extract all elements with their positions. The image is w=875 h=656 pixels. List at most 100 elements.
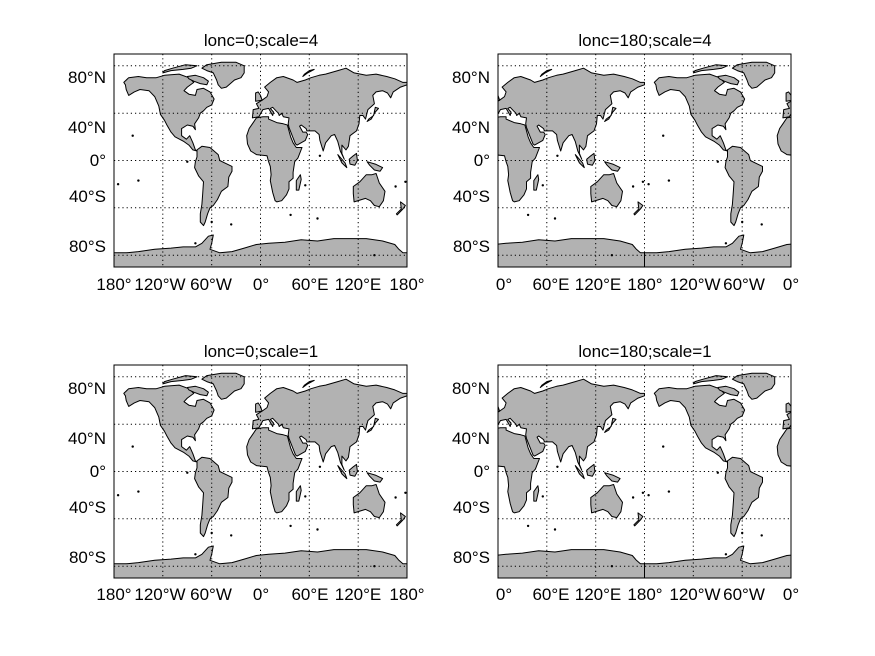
island-marker <box>542 495 544 497</box>
lat-label: 40°N <box>452 429 490 448</box>
madagascar-landmass <box>827 175 832 190</box>
island-marker <box>632 496 634 498</box>
madagascar-landmass <box>827 486 832 501</box>
island-marker <box>394 496 396 498</box>
lon-label: 120°W <box>669 585 720 604</box>
eurasia-landmass <box>783 68 875 159</box>
lon-label: 60°E <box>291 275 328 294</box>
island-marker <box>556 155 558 157</box>
lon-label: 120°E <box>575 585 622 604</box>
island-marker <box>632 185 634 187</box>
island-marker <box>117 183 119 185</box>
borneo-landmass <box>56 464 64 476</box>
island-marker <box>230 534 232 536</box>
baffin-island-landmass <box>425 386 446 396</box>
longitude-labels: 0° 60°E 120°E 180° 120°W 60°W 0° <box>496 275 799 294</box>
island-marker <box>132 445 134 447</box>
lon-label: 60°E <box>532 275 569 294</box>
island-marker <box>319 155 321 157</box>
island-marker <box>404 492 406 494</box>
lat-label: 80°S <box>69 237 106 256</box>
new-guinea-landmass <box>74 473 90 482</box>
island-marker <box>394 185 396 187</box>
island-marker <box>289 525 291 527</box>
island-marker <box>527 525 529 527</box>
lat-label: 0° <box>90 462 106 481</box>
lat-label: 40°N <box>68 429 106 448</box>
latitude-labels: 80°N 40°N 0° 40°S 80°S <box>68 379 106 567</box>
lat-label: 80°S <box>453 548 490 567</box>
baffin-island-landmass <box>425 75 446 85</box>
island-marker <box>761 534 763 536</box>
borneo-landmass <box>56 153 64 165</box>
island-marker <box>316 528 318 530</box>
lon-label: 120°E <box>335 275 382 294</box>
new-guinea-landmass <box>74 162 90 172</box>
island-marker <box>662 445 664 447</box>
sumatra-landmass <box>868 466 875 479</box>
island-marker <box>230 223 232 225</box>
novaya-zemlya-landmass <box>833 380 844 387</box>
panel-title: lonc=180;scale=4 <box>578 31 711 50</box>
island-marker <box>319 466 321 468</box>
uk-landmass <box>786 403 793 412</box>
panel-title: lonc=180;scale=1 <box>578 342 711 361</box>
lon-label: 0° <box>783 585 799 604</box>
lat-label: 80°N <box>68 68 106 87</box>
island-marker <box>289 214 291 216</box>
island-marker <box>304 184 306 186</box>
madagascar-landmass <box>3 175 8 190</box>
lon-label: 60°W <box>190 585 232 604</box>
island-marker <box>725 553 727 555</box>
island-marker <box>137 179 139 181</box>
lat-label: 40°S <box>69 187 106 206</box>
latitude-labels: 80°N 40°N 0° 40°S 80°S <box>68 68 106 256</box>
island-marker <box>554 528 556 530</box>
lon-label: 0° <box>496 275 512 294</box>
lon-label: 60°E <box>532 585 569 604</box>
lon-label: 180° <box>96 585 131 604</box>
island-marker <box>527 214 529 216</box>
lon-label: 120°W <box>134 275 185 294</box>
lon-label: 120°E <box>335 585 382 604</box>
sumatra-landmass <box>45 466 54 479</box>
latitude-labels: 80°N 40°N 0° 40°S 80°S <box>452 379 490 567</box>
uk-landmass <box>786 92 793 101</box>
lat-label: 40°S <box>69 498 106 517</box>
lon-label: 180° <box>389 275 424 294</box>
africa-landmass <box>0 428 9 513</box>
lon-label: 0° <box>496 585 512 604</box>
lat-label: 80°N <box>452 379 490 398</box>
latitude-labels: 80°N 40°N 0° 40°S 80°S <box>452 68 490 256</box>
lon-label: 0° <box>253 275 269 294</box>
novaya-zemlya-landmass <box>10 69 21 76</box>
lon-label: 180° <box>627 275 662 294</box>
island-marker <box>117 494 119 496</box>
longitude-labels: 180° 120°W 60°W 0° 60°E 120°E 180° <box>96 585 424 604</box>
lon-label: 120°E <box>575 275 622 294</box>
longitude-labels: 0° 60°E 120°E 180° 120°W 60°W 0° <box>496 585 799 604</box>
lon-label: 60°W <box>723 585 765 604</box>
island-marker <box>304 495 306 497</box>
lon-label: 0° <box>253 585 269 604</box>
island-marker <box>556 466 558 468</box>
lon-label: 120°W <box>669 275 720 294</box>
novaya-zemlya-landmass <box>833 69 844 76</box>
island-marker <box>725 242 727 244</box>
island-marker <box>668 179 670 181</box>
novaya-zemlya-landmass <box>10 380 21 387</box>
lon-label: 0° <box>783 275 799 294</box>
lat-label: 80°S <box>69 548 106 567</box>
island-marker <box>132 135 134 137</box>
lon-label: 120°W <box>134 585 185 604</box>
lon-label: 180° <box>389 585 424 604</box>
south-america-landmass <box>432 457 469 536</box>
south-america-landmass <box>432 146 469 225</box>
island-marker <box>137 490 139 492</box>
island-marker <box>194 242 196 244</box>
lon-label: 60°W <box>723 275 765 294</box>
lat-label: 80°N <box>68 379 106 398</box>
lat-label: 80°N <box>452 68 490 87</box>
lat-label: 40°S <box>453 187 490 206</box>
